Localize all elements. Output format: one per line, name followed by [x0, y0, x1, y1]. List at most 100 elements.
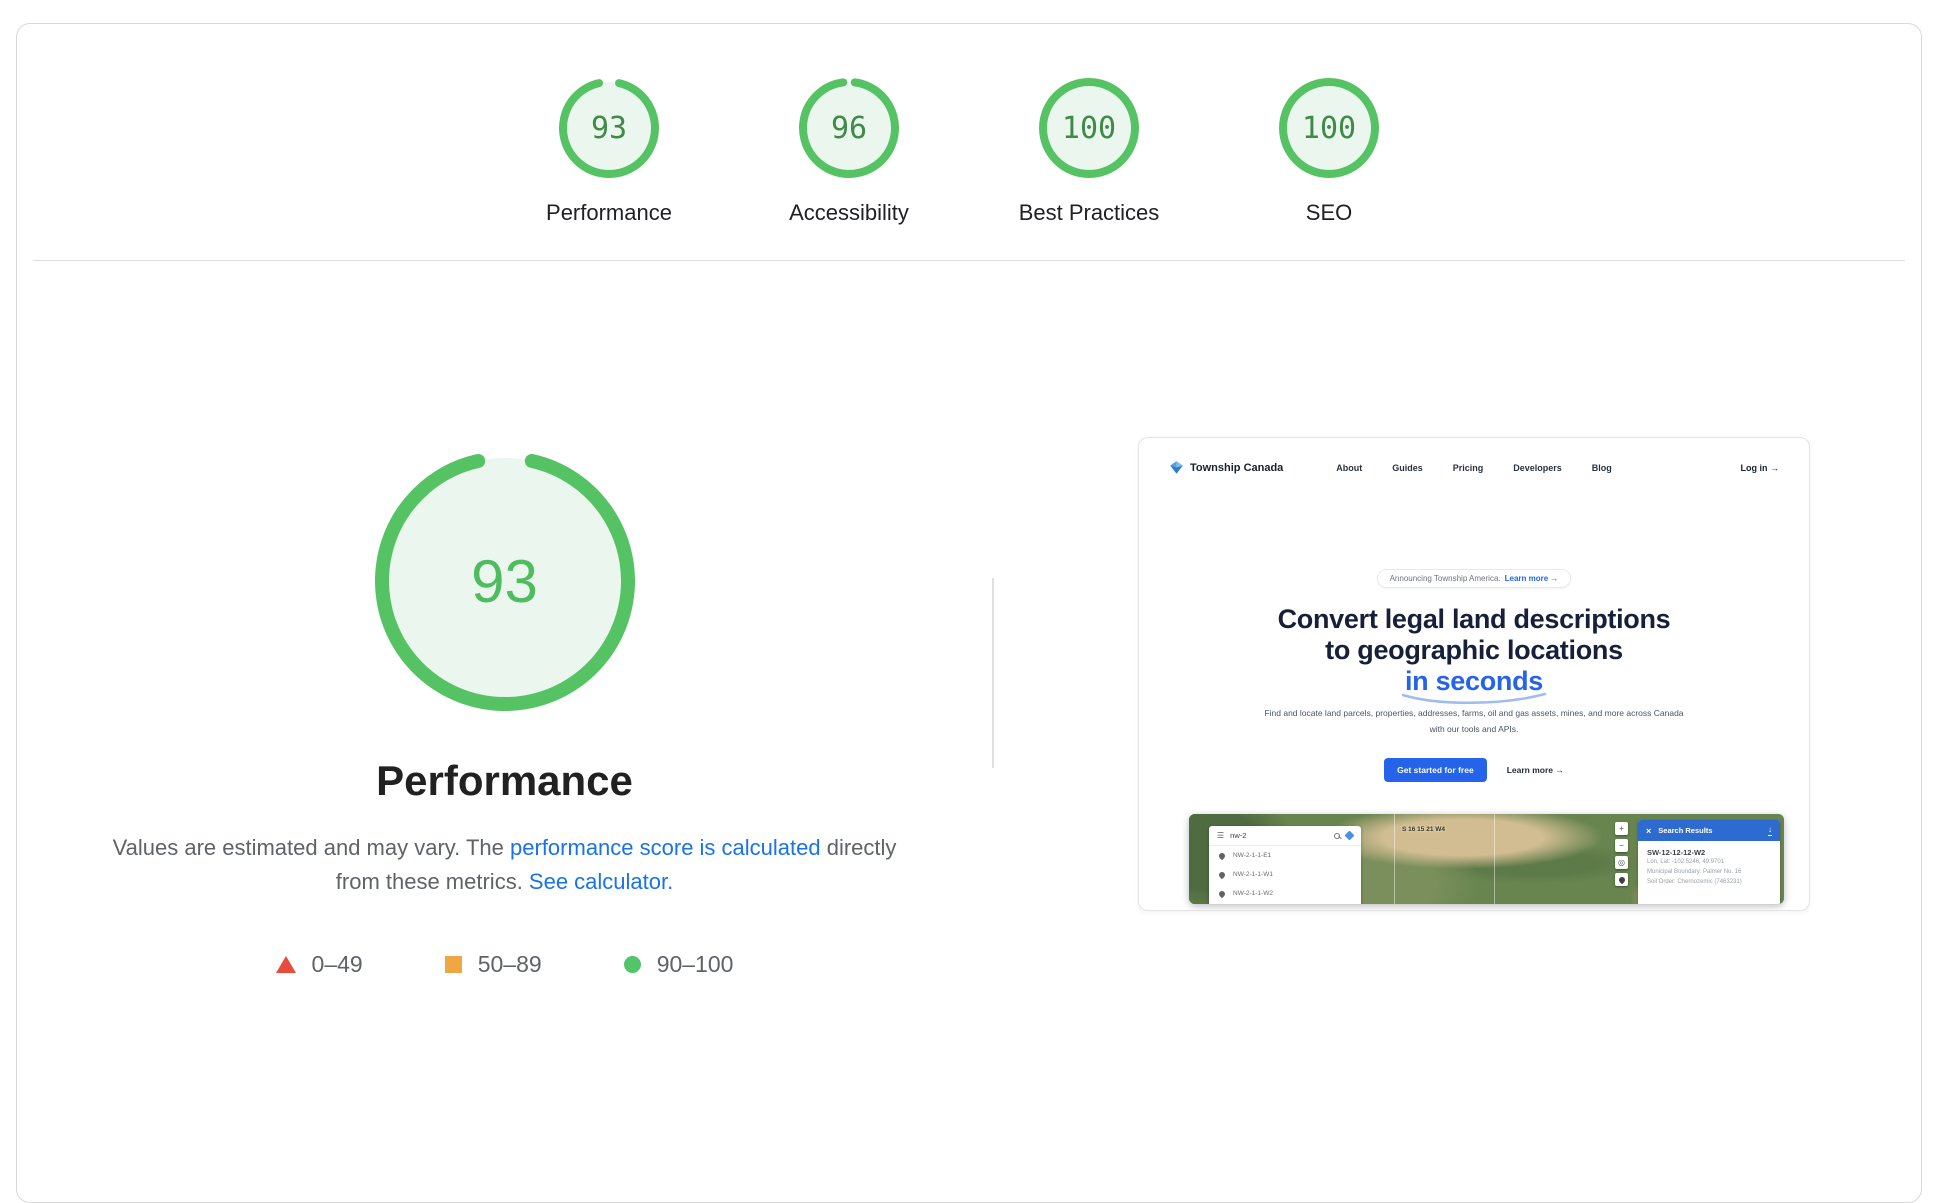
- result-detail-line: Municipal Boundary: Palmer No. 16: [1647, 869, 1742, 875]
- seo-score: 100: [1301, 110, 1357, 146]
- result-title: SW-12-12-12-W2: [1647, 848, 1706, 857]
- pass-range-label: 90–100: [656, 951, 734, 977]
- download-icon: ↓: [1768, 824, 1772, 836]
- map-pin-icon: [1217, 851, 1227, 860]
- hero-line-2: to geographic locations: [1325, 635, 1623, 665]
- performance-big-score: 93: [471, 547, 538, 615]
- zoom-in-button: +: [1615, 822, 1628, 835]
- performance-detail-column: 93 Performance Values are estimated and …: [17, 261, 992, 978]
- preview-brand-name: Township Canada: [1190, 461, 1284, 474]
- menu-icon: ☰: [1217, 831, 1225, 840]
- legend-item-fail: 0–49: [275, 951, 363, 978]
- announcement-text: Announcing Township America.: [1389, 574, 1501, 583]
- seo-label: SEO: [1305, 200, 1353, 225]
- marker-pin-icon: [1617, 875, 1626, 884]
- search-results-panel: × Search Results ↓ SW-12-12-12-W2 Lon, L…: [1638, 820, 1780, 904]
- average-square-icon: [444, 956, 462, 973]
- marker-button: [1615, 873, 1628, 886]
- announcement-link: Learn more →: [1504, 574, 1559, 583]
- map-suggestion-row: NW-2-1-1-W1: [1209, 865, 1361, 884]
- seo-gauge: 100: [1279, 78, 1379, 178]
- lighthouse-report-card: 93 Performance 96 Accessibility 100 Best…: [16, 23, 1922, 1203]
- suggestion-label: NW-2-1-1-E1: [1233, 852, 1272, 859]
- subtext-line-2: with our tools and APIs.: [1429, 724, 1519, 734]
- suggestion-label: NW-2-1-1-W1: [1233, 871, 1273, 878]
- preview-hero-heading: Convert legal land descriptions to geogr…: [1139, 604, 1809, 705]
- map-search-bar: ☰ nw-2: [1209, 826, 1361, 846]
- detail-description: Values are estimated and may vary. The p…: [90, 831, 920, 899]
- hero-line-1: Convert legal land descriptions: [1277, 604, 1671, 634]
- locate-button: ◎: [1615, 856, 1628, 869]
- preview-login-link: Log in →: [1740, 462, 1780, 473]
- performance-big-gauge: 93: [374, 451, 635, 711]
- best-practices-label: Best Practices: [1018, 200, 1160, 225]
- average-range-label: 50–89: [477, 951, 542, 977]
- underline-swoosh-icon: [1401, 692, 1547, 705]
- subtext-line-1: Find and locate land parcels, properties…: [1264, 708, 1684, 718]
- accessibility-score: 96: [830, 110, 868, 146]
- preview-announcement-pill: Announcing Township America. Learn more …: [1376, 569, 1572, 588]
- legend-item-pass: 90–100: [623, 951, 734, 978]
- performance-detail-section: 93 Performance Values are estimated and …: [17, 261, 1921, 1018]
- get-started-button: Get started for free: [1384, 758, 1487, 782]
- search-results-body: SW-12-12-12-W2 Lon, Lat: -102.5246, 49.9…: [1638, 841, 1780, 887]
- accessibility-gauge-arc: [799, 78, 899, 178]
- preview-nav: Township Canada About Guides Pricing Dev…: [1139, 438, 1809, 475]
- fail-range-label: 0–49: [311, 951, 363, 977]
- section-divider: [33, 260, 1905, 261]
- desc-text-1: Values are estimated and may vary. The: [112, 835, 511, 860]
- summary-item-seo[interactable]: 100 SEO: [1257, 78, 1401, 226]
- performance-big-gauge-arc: [374, 451, 635, 711]
- calc-explain-link[interactable]: performance score is calculated: [510, 835, 821, 860]
- vertical-divider: [992, 578, 994, 768]
- result-detail-line: Soil Order: Chernozemic (7463231): [1647, 879, 1742, 885]
- score-legend: 0–49 50–89 90–100: [275, 951, 734, 978]
- map-pin-icon: [1217, 870, 1227, 879]
- preview-nav-links: About Guides Pricing Developers Blog: [1319, 463, 1629, 473]
- performance-gauge-arc: [559, 78, 659, 178]
- summary-item-best-practices[interactable]: 100 Best Practices: [1017, 78, 1161, 226]
- accessibility-label: Accessibility: [789, 200, 909, 225]
- see-calculator-link[interactable]: See calculator.: [528, 869, 674, 894]
- summary-item-performance[interactable]: 93 Performance: [537, 78, 681, 226]
- hero-line-3: in seconds: [1404, 666, 1544, 696]
- map-search-panel: ☰ nw-2 NW-2-1-1-E1 NW-2-1-1-W1: [1209, 826, 1361, 904]
- preview-nav-blog: Blog: [1591, 462, 1612, 473]
- preview-brand: Township Canada: [1169, 460, 1319, 475]
- summary-item-accessibility[interactable]: 96 Accessibility: [777, 78, 921, 226]
- preview-cta-row: Get started for free Learn more →: [1139, 758, 1809, 782]
- legend-item-average: 50–89: [444, 951, 542, 978]
- preview-nav-about: About: [1336, 462, 1363, 473]
- map-controls: + − ◎: [1615, 822, 1628, 886]
- best-practices-gauge-arc: [1039, 78, 1139, 178]
- result-detail-line: Lon, Lat: -102.5246, 49.9701: [1647, 859, 1725, 865]
- map-search-input: nw-2: [1230, 831, 1247, 840]
- map-suggestion-row: NW-2-1-1-E1: [1209, 846, 1361, 865]
- preview-nav-pricing: Pricing: [1452, 462, 1484, 473]
- hero-accent: in seconds: [1401, 666, 1547, 705]
- seo-gauge-arc: [1279, 78, 1379, 178]
- score-summary-row: 93 Performance 96 Accessibility 100 Best…: [17, 24, 1921, 260]
- preview-subtext: Find and locate land parcels, properties…: [1139, 705, 1809, 737]
- desc-text-2: directly from these metrics.: [335, 835, 897, 894]
- preview-map-screenshot: S 16 15 21 W4 ☰ nw-2 NW-2-1-1-E1 NW: [1189, 814, 1784, 904]
- site-screenshot-preview: Township Canada About Guides Pricing Dev…: [1138, 437, 1810, 911]
- performance-score: 93: [590, 110, 628, 146]
- fail-triangle-icon: [275, 956, 296, 973]
- detail-title: Performance: [376, 757, 633, 804]
- township-logo-icon: [1170, 461, 1183, 474]
- zoom-out-button: −: [1615, 839, 1628, 852]
- accessibility-gauge: 96: [799, 78, 899, 178]
- results-header-title: Search Results: [1658, 826, 1713, 835]
- survey-grid-line: [1494, 814, 1495, 904]
- pass-circle-icon: [623, 956, 641, 973]
- search-icon: [1334, 832, 1340, 839]
- township-mini-logo-icon: [1344, 830, 1355, 841]
- parcel-label: S 16 15 21 W4: [1402, 826, 1445, 833]
- map-pin-icon: [1217, 889, 1227, 898]
- close-icon: ×: [1646, 825, 1652, 836]
- learn-more-button: Learn more →: [1506, 765, 1564, 775]
- best-practices-score: 100: [1061, 110, 1117, 146]
- performance-label: Performance: [546, 200, 672, 225]
- survey-grid-line: [1394, 814, 1395, 904]
